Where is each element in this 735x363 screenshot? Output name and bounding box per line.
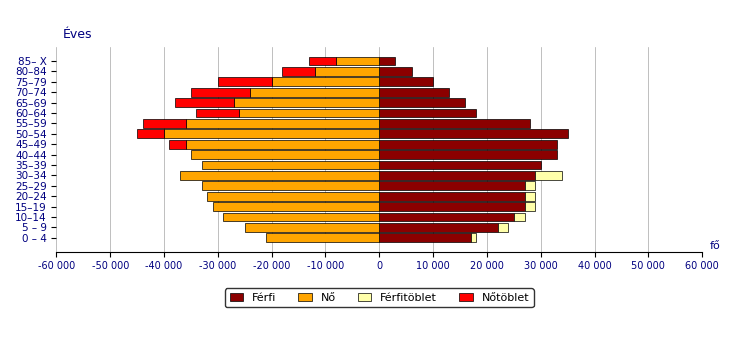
Bar	[164, 129, 379, 138]
Bar	[309, 57, 336, 65]
Bar	[191, 150, 379, 159]
Bar	[196, 109, 240, 117]
Bar	[272, 77, 379, 86]
Bar	[498, 223, 509, 232]
Bar	[186, 119, 379, 128]
Bar	[175, 98, 234, 107]
Bar	[245, 223, 379, 232]
Bar	[379, 119, 530, 128]
Bar	[282, 67, 315, 76]
Bar	[379, 98, 465, 107]
Bar	[212, 202, 379, 211]
Bar	[186, 140, 379, 148]
Bar	[525, 192, 535, 201]
Bar	[143, 119, 186, 128]
Bar	[191, 88, 250, 97]
Bar	[201, 182, 379, 190]
Bar	[137, 129, 164, 138]
Bar	[379, 140, 557, 148]
Bar	[379, 88, 449, 97]
Bar	[315, 67, 379, 76]
Bar	[223, 213, 379, 221]
Text: fő: fő	[710, 241, 721, 251]
Bar	[514, 213, 525, 221]
Bar	[379, 233, 471, 242]
Bar	[379, 129, 567, 138]
Bar	[379, 223, 498, 232]
Bar	[471, 233, 476, 242]
Bar	[379, 160, 541, 170]
Bar	[218, 77, 272, 86]
Bar	[336, 57, 379, 65]
Bar	[379, 182, 525, 190]
Legend: Férfi, Nő, Férfitöblet, Nőtöblet: Férfi, Nő, Férfitöblet, Nőtöblet	[225, 288, 534, 307]
Bar	[379, 171, 535, 180]
Bar	[379, 202, 525, 211]
Bar	[234, 98, 379, 107]
Bar	[180, 171, 379, 180]
Bar	[525, 202, 535, 211]
Bar	[535, 171, 562, 180]
Bar	[266, 233, 379, 242]
Bar	[379, 213, 514, 221]
Bar	[379, 57, 395, 65]
Bar	[379, 192, 525, 201]
Bar	[379, 67, 412, 76]
Bar	[379, 150, 557, 159]
Bar	[207, 192, 379, 201]
Bar	[201, 160, 379, 170]
Bar	[170, 140, 186, 148]
Bar	[525, 182, 535, 190]
Bar	[240, 109, 379, 117]
Bar	[379, 109, 476, 117]
Text: Éves: Éves	[63, 28, 93, 41]
Bar	[379, 77, 433, 86]
Bar	[250, 88, 379, 97]
